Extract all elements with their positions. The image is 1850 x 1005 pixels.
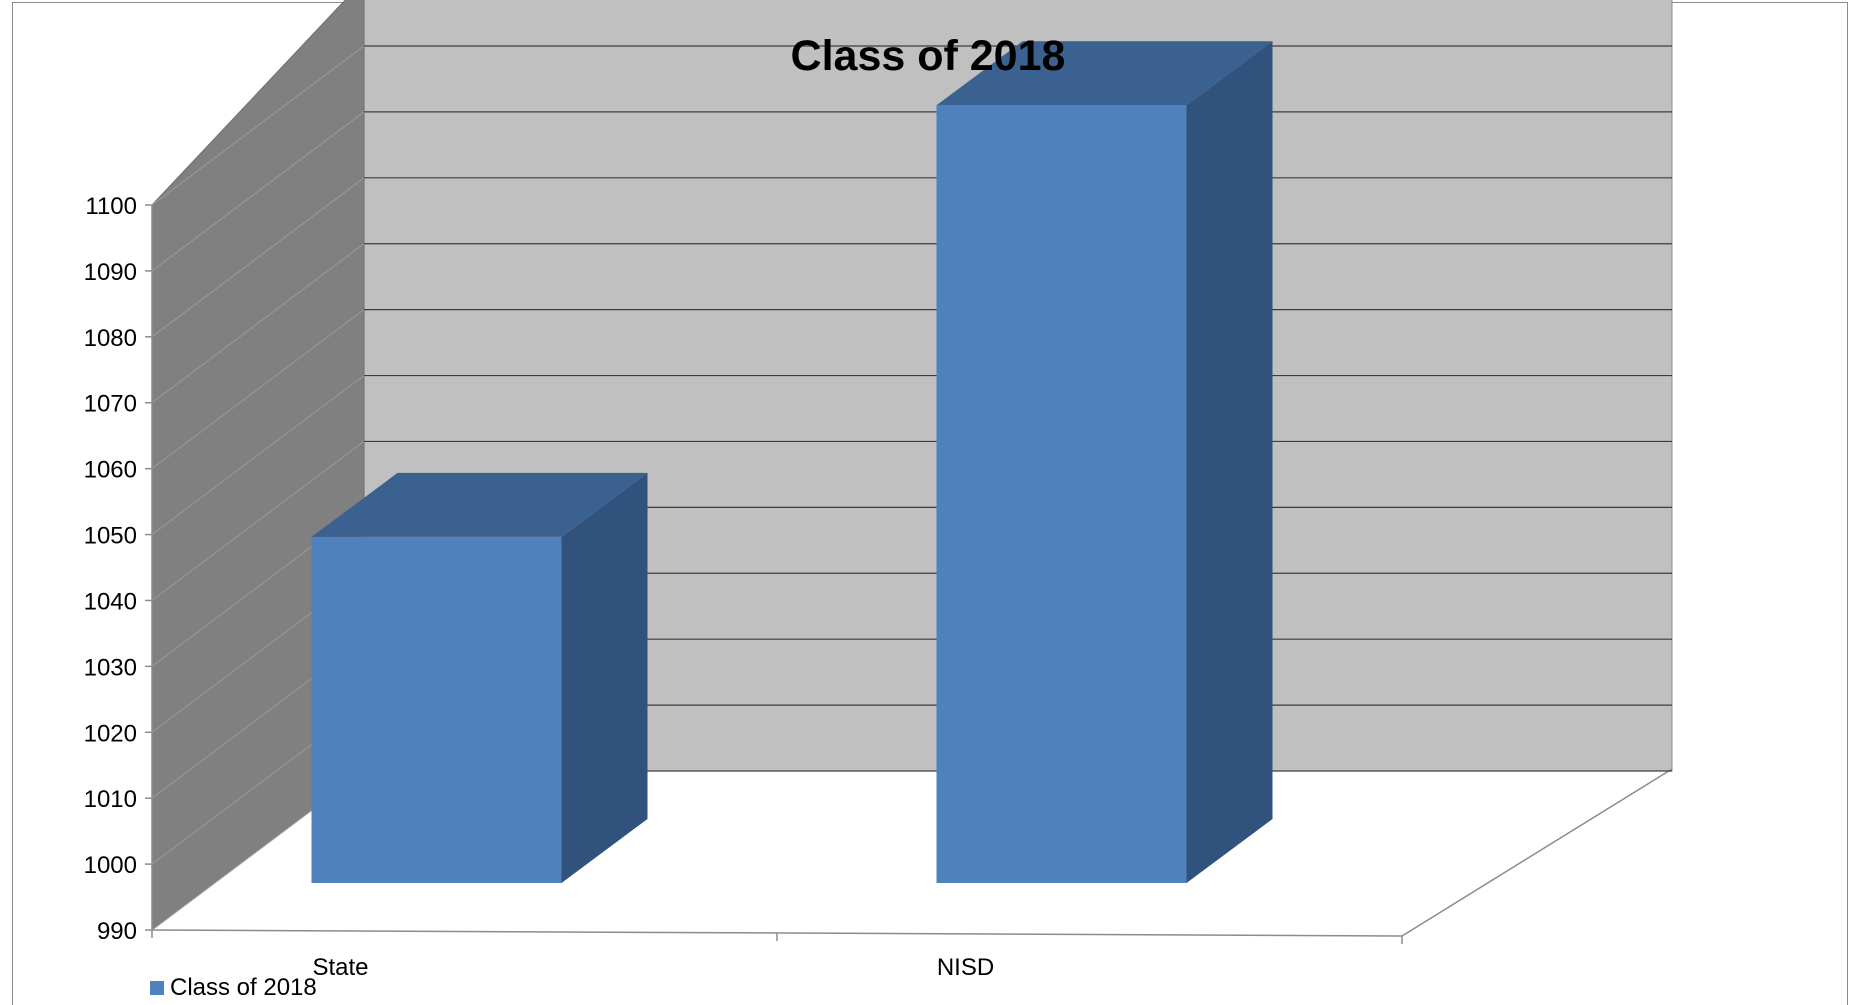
y-tick-label: 1060 <box>84 457 137 484</box>
y-tick-label: 1000 <box>84 852 137 879</box>
y-tick-label: 1090 <box>84 259 137 286</box>
bar-side-state <box>561 472 648 883</box>
x-tick-label: NISD <box>937 954 994 981</box>
y-tick-label: 1100 <box>85 193 137 220</box>
y-tick-label: 1020 <box>84 720 137 747</box>
bar-top-state <box>311 472 648 537</box>
y-tick-label: 1080 <box>84 325 137 352</box>
y-tick-label: 1040 <box>84 588 137 615</box>
gridline-side <box>151 309 365 470</box>
y-tick-label: 1010 <box>84 786 137 813</box>
x-tick-label: State <box>312 954 368 981</box>
legend-label: Class of 2018 <box>170 974 317 1001</box>
y-tick-label: 990 <box>97 918 137 945</box>
gridline-side <box>151 45 365 206</box>
y-axis-tick-labels: 990 1000 1010 1020 1030 1040 1050 1060 1070 1080 1… <box>84 193 137 945</box>
bar-nisd <box>936 105 1187 883</box>
legend-swatch <box>150 981 164 995</box>
gridline-side <box>151 375 365 535</box>
gridline-side <box>151 243 365 404</box>
gridline-side <box>151 177 365 338</box>
bar-state <box>311 536 562 883</box>
gridline-side <box>151 441 365 601</box>
y-tick-label: 1030 <box>84 654 137 681</box>
gridline-side <box>151 111 365 272</box>
bar-side-nisd <box>1186 41 1273 883</box>
legend: Class of 2018 <box>150 974 317 1002</box>
chart-title: Class of 2018 <box>791 32 1066 80</box>
y-tick-label: 1070 <box>84 391 137 418</box>
y-tick-label: 1050 <box>84 523 137 550</box>
bar-top-nisd <box>936 41 1273 106</box>
axes <box>145 204 1403 944</box>
bars <box>311 41 1273 883</box>
x-axis-tick-labels: State NISD <box>312 954 994 981</box>
